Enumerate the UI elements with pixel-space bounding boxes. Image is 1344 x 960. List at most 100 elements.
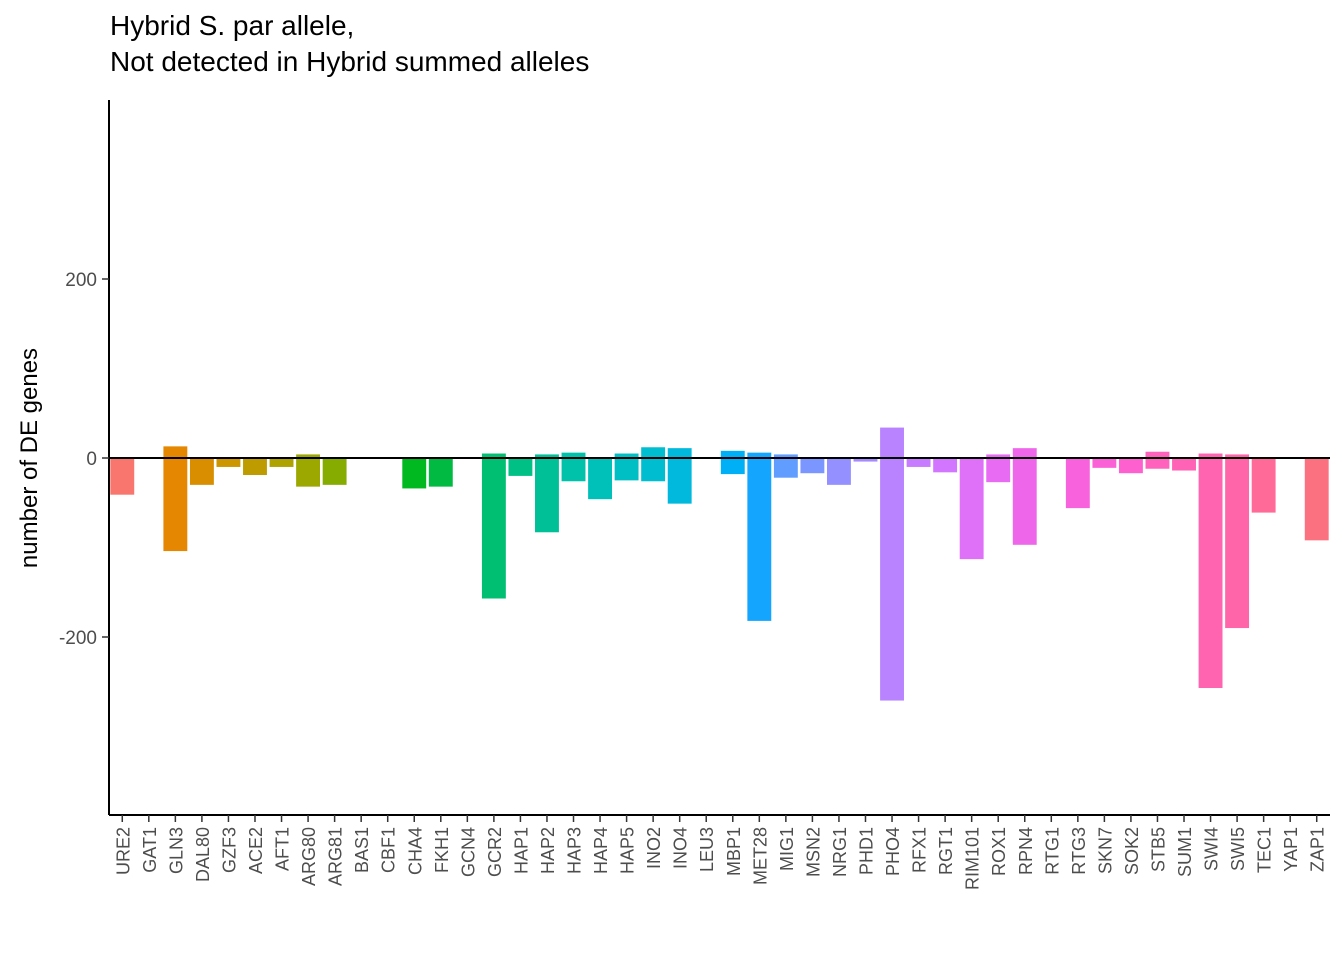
bar-swi5-down bbox=[1225, 458, 1250, 629]
x-tick-label: AFT1 bbox=[273, 827, 293, 871]
bar-fkh1-down bbox=[428, 458, 453, 487]
bar-sok2-down bbox=[1118, 458, 1143, 474]
x-tick-label: GZF3 bbox=[219, 827, 239, 873]
bar-swi4-up bbox=[1198, 453, 1223, 458]
bar-pho4-up bbox=[880, 427, 904, 458]
x-tick-label: YAP1 bbox=[1281, 827, 1301, 872]
bar-gcr2-down bbox=[481, 458, 506, 599]
x-tick-label: RTG1 bbox=[1042, 827, 1062, 875]
x-tick-label: SKN7 bbox=[1095, 827, 1115, 874]
bar-nrg1-down bbox=[827, 458, 851, 485]
x-tick-label: PHO4 bbox=[883, 827, 903, 876]
x-tick-label: BAS1 bbox=[352, 827, 372, 873]
bar-rfx1-down bbox=[906, 458, 931, 467]
x-tick-label: URE2 bbox=[113, 827, 133, 875]
x-tick-label: HAP3 bbox=[565, 827, 585, 874]
bar-skn7-down bbox=[1092, 458, 1117, 468]
bar-ino4-up bbox=[667, 448, 692, 458]
bar-hap2-up bbox=[535, 454, 559, 458]
bar-arg80-up bbox=[296, 454, 321, 458]
bar-hap1-down bbox=[508, 458, 533, 476]
x-tick-label: MSN2 bbox=[803, 827, 823, 877]
x-tick-label: MIG1 bbox=[777, 827, 797, 871]
bar-hap5-up bbox=[614, 453, 639, 458]
bar-dal80-down bbox=[189, 458, 214, 485]
bar-ace2-down bbox=[243, 458, 267, 475]
bar-gcr2-up bbox=[481, 453, 506, 458]
bar-met28-down bbox=[747, 458, 772, 621]
x-tick-label: GCR2 bbox=[485, 827, 505, 877]
x-tick-label: NRG1 bbox=[830, 827, 850, 877]
bar-aft1-down bbox=[269, 458, 294, 467]
x-tick-label: DAL80 bbox=[193, 827, 213, 882]
x-tick-label: STB5 bbox=[1148, 827, 1168, 872]
bar-ino2-up bbox=[641, 447, 666, 458]
y-tick-label: -200 bbox=[59, 628, 97, 649]
x-tick-label: TEC1 bbox=[1255, 827, 1275, 873]
x-tick-label: HAP4 bbox=[591, 827, 611, 874]
bar-rpn4-down bbox=[1012, 458, 1037, 545]
bar-hap3-down bbox=[561, 458, 586, 482]
bar-pho4-down bbox=[880, 458, 904, 701]
x-tick-label: ZAP1 bbox=[1308, 827, 1328, 872]
bar-swi4-down bbox=[1198, 458, 1223, 689]
x-tick-label: ACE2 bbox=[246, 827, 266, 874]
bar-arg81-down bbox=[322, 458, 347, 485]
bar-met28-up bbox=[747, 452, 772, 458]
bar-rox1-up bbox=[986, 454, 1011, 458]
bar-phd1-down bbox=[853, 458, 878, 462]
x-tick-label: MET28 bbox=[750, 827, 770, 885]
bar-gln3-down bbox=[163, 458, 188, 552]
x-tick-label: CBF1 bbox=[379, 827, 399, 873]
x-tick-label: SWI4 bbox=[1202, 827, 1222, 871]
bar-ure2-down bbox=[110, 458, 135, 495]
chart-title: Hybrid S. par allele, Not detected in Hy… bbox=[110, 8, 589, 80]
x-tick-label: CHA4 bbox=[405, 827, 425, 875]
x-tick-label: HAP2 bbox=[538, 827, 558, 874]
x-tick-label: GCN4 bbox=[458, 827, 478, 877]
x-tick-label: RGT1 bbox=[936, 827, 956, 875]
bar-tec1-down bbox=[1251, 458, 1276, 513]
bar-swi5-up bbox=[1225, 454, 1250, 458]
bar-gln3-up bbox=[163, 446, 188, 458]
x-tick-label: RTG3 bbox=[1069, 827, 1089, 875]
x-tick-label: LEU3 bbox=[697, 827, 717, 872]
x-tick-label: HAP1 bbox=[511, 827, 531, 874]
x-tick-label: PHD1 bbox=[856, 827, 876, 875]
x-tick-label: RFX1 bbox=[910, 827, 930, 873]
bar-mbp1-down bbox=[720, 458, 745, 475]
bar-ino2-down bbox=[641, 458, 666, 482]
x-tick-label: HAP5 bbox=[618, 827, 638, 874]
x-tick-label: MBP1 bbox=[724, 827, 744, 876]
x-tick-label: SUM1 bbox=[1175, 827, 1195, 877]
x-tick-label: RPN4 bbox=[1016, 827, 1036, 875]
bar-cha4-down bbox=[402, 458, 427, 489]
bar-mig1-down bbox=[773, 458, 798, 478]
chart-title-line-1: Hybrid S. par allele, bbox=[110, 10, 355, 41]
bar-msn2-down bbox=[800, 458, 825, 474]
bar-gzf3-down bbox=[216, 458, 241, 467]
x-tick-label: SOK2 bbox=[1122, 827, 1142, 875]
x-tick-label: ARG81 bbox=[326, 827, 346, 886]
x-tick-label: GLN3 bbox=[166, 827, 186, 874]
y-tick-label: 0 bbox=[86, 449, 97, 470]
bar-hap2-down bbox=[535, 458, 559, 533]
bar-rox1-down bbox=[986, 458, 1011, 483]
y-tick-label: 200 bbox=[65, 270, 97, 291]
x-tick-label: GAT1 bbox=[140, 827, 160, 873]
x-tick-label: INO2 bbox=[644, 827, 664, 869]
bar-rpn4-up bbox=[1012, 448, 1037, 458]
x-tick-label: FKH1 bbox=[432, 827, 452, 873]
x-tick-label: RIM101 bbox=[963, 827, 983, 890]
bar-hap5-down bbox=[614, 458, 639, 481]
bar-rim101-down bbox=[959, 458, 984, 560]
x-tick-label: ROX1 bbox=[989, 827, 1009, 876]
x-tick-label: INO4 bbox=[671, 827, 691, 869]
bar-zap1-down bbox=[1304, 458, 1329, 541]
bar-rgt1-down bbox=[933, 458, 958, 473]
bar-hap4-down bbox=[588, 458, 612, 500]
bar-ino4-down bbox=[667, 458, 692, 504]
bar-stb5-down bbox=[1145, 458, 1170, 469]
x-tick-label: ARG80 bbox=[299, 827, 319, 886]
